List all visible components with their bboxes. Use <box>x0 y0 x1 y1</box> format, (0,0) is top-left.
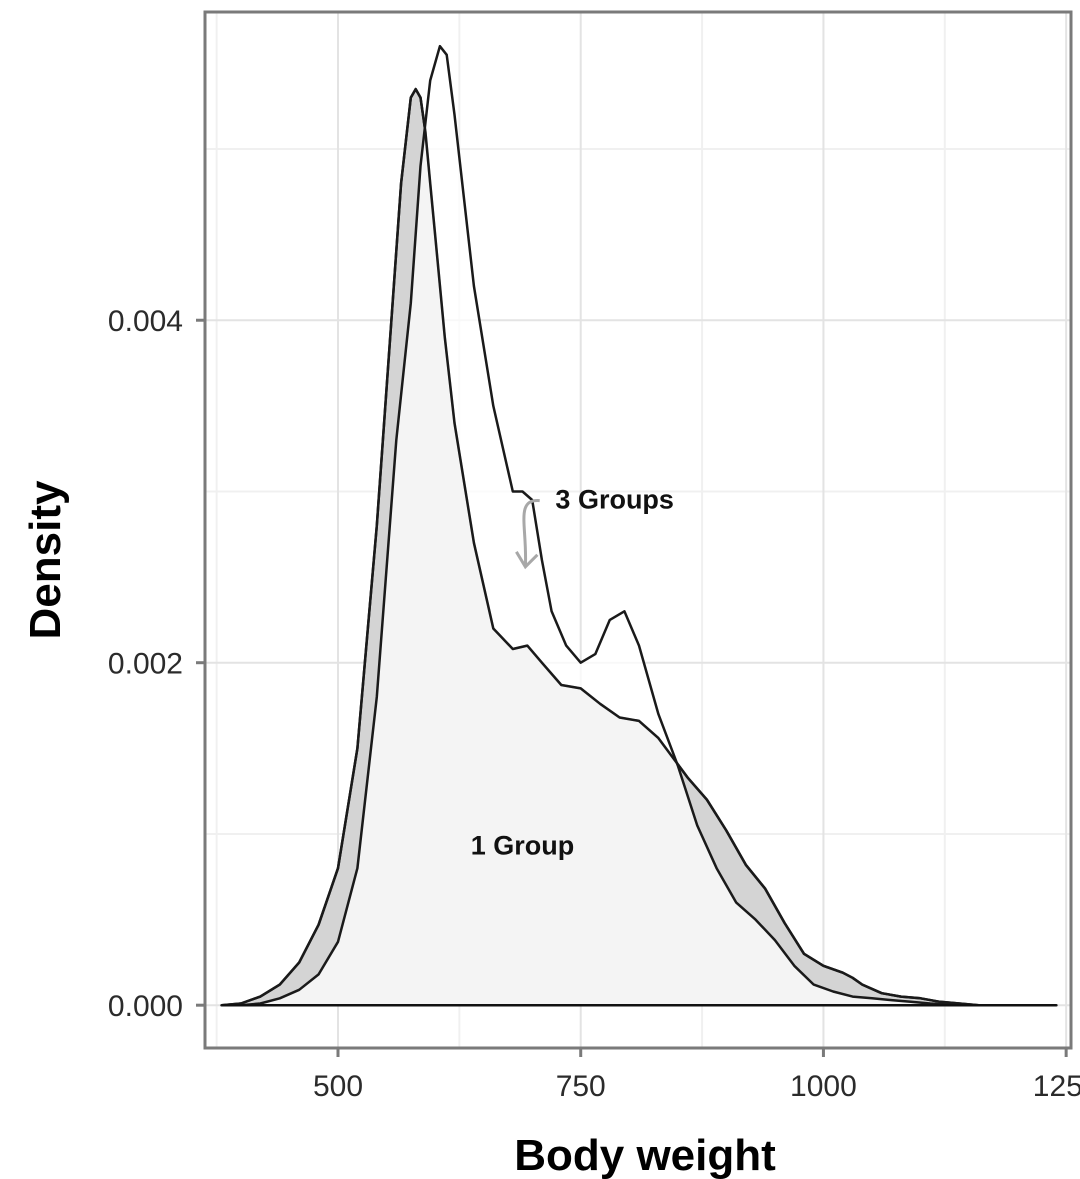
annotation-1-group: 1 Group <box>471 830 575 860</box>
annotation-3-groups: 3 Groups <box>555 485 674 515</box>
x-tick-label: 1000 <box>790 1070 857 1103</box>
y-axis-title: Density <box>21 480 70 639</box>
y-axis: 0.000 0.002 0.004 <box>108 305 205 1023</box>
x-tick-label: 500 <box>313 1070 363 1103</box>
plot-border <box>203 10 1073 1050</box>
x-axis-title: Body weight <box>514 1131 776 1179</box>
x-tick-label: 750 <box>556 1070 606 1103</box>
density-curve-2 <box>239 44 961 1007</box>
density-curves <box>220 44 1058 1007</box>
annotations: 3 Groups 1 Group <box>471 485 674 861</box>
annotation-arrowhead <box>515 551 539 570</box>
gridlines <box>205 12 1071 1048</box>
density-curve-1-outline <box>221 87 1057 1007</box>
y-tick-label: 0.000 <box>108 990 183 1023</box>
y-tick-label: 0.004 <box>108 305 183 338</box>
annotation-arrow <box>522 499 540 567</box>
y-tick-label: 0.002 <box>108 648 183 681</box>
